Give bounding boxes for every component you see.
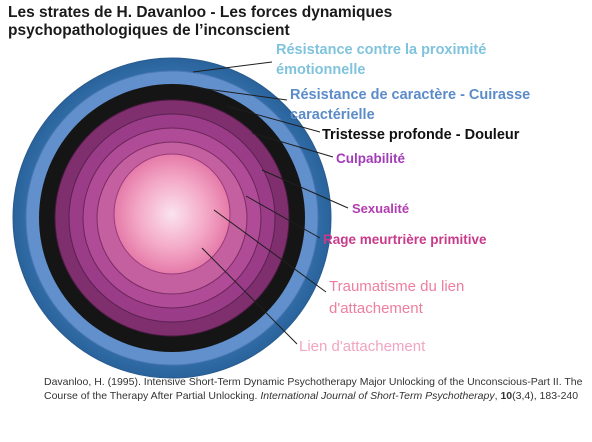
citation-volume: 10 <box>500 389 513 402</box>
citation-issue-pages: (3,4), 183-240 <box>512 389 579 402</box>
leader-line-5 <box>261 169 349 209</box>
citation-journal: International Journal of Short-Term Psyc… <box>260 389 495 402</box>
label-tristesse: Tristesse profonde - Douleur <box>322 127 520 143</box>
label-resistance-proximite: Résistance contre la proximité émotionne… <box>276 42 487 78</box>
label-sexualite: Sexualité <box>352 201 410 216</box>
leader-lines <box>191 61 349 345</box>
label-traumatisme: Traumatisme du lien d'attachement <box>329 278 465 317</box>
leader-line-7 <box>213 209 327 293</box>
leader-line-6 <box>245 195 321 239</box>
leader-line-1 <box>192 61 273 73</box>
leader-line-2 <box>191 86 288 101</box>
citation-text: Davanloo, H. (1995). Intensive Short-Ter… <box>44 376 583 402</box>
label-rage: Rage meurtrière primitive <box>323 232 487 247</box>
leader-line-8 <box>201 247 298 345</box>
label-lien-attachement: Lien d'attachement <box>299 338 426 355</box>
ring-lien-attachement <box>113 153 231 275</box>
leader-line-3 <box>225 105 321 133</box>
citation: Davanloo, H. (1995). Intensive Short-Ter… <box>44 376 583 402</box>
label-resistance-caractere: Résistance de caractère - Cuirasse carac… <box>290 87 531 123</box>
diagram-title: Les strates de H. Davanloo - Les forces … <box>8 4 393 39</box>
label-culpabilite: Culpabilité <box>336 151 406 166</box>
leader-line-4 <box>251 132 334 158</box>
